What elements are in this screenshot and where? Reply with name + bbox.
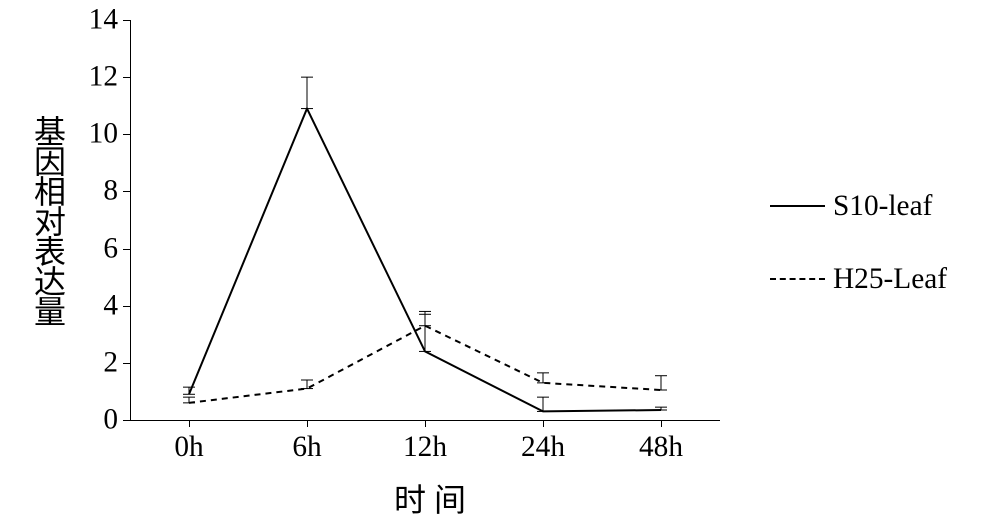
y-tick — [123, 134, 130, 135]
legend-label: S10-leaf — [833, 190, 932, 223]
y-tick — [123, 249, 130, 250]
x-tick-label: 24h — [521, 431, 565, 464]
line-chart: 基因相对表达量 024681012140h6h12h24h48h 时 间 S10… — [0, 0, 1000, 527]
y-tick — [123, 191, 130, 192]
x-tick-label: 48h — [639, 431, 683, 464]
x-tick — [307, 420, 308, 427]
x-tick — [425, 420, 426, 427]
legend-label: H25-Leaf — [833, 263, 947, 296]
legend-swatch — [770, 278, 825, 282]
y-tick — [123, 20, 130, 21]
x-tick — [543, 420, 544, 427]
plot-area: 024681012140h6h12h24h48h — [130, 20, 720, 420]
y-axis-title: 基因相对表达量 — [25, 90, 71, 350]
x-tick-label: 12h — [403, 431, 447, 464]
y-tick-label: 10 — [73, 118, 118, 151]
y-tick — [123, 306, 130, 307]
legend-swatch — [770, 205, 825, 209]
x-tick-label: 0h — [174, 431, 203, 464]
legend-item: H25-Leaf — [770, 263, 947, 296]
x-tick-label: 6h — [292, 431, 321, 464]
y-tick-label: 4 — [73, 289, 118, 322]
y-tick-label: 12 — [73, 61, 118, 94]
y-tick-label: 2 — [73, 346, 118, 379]
y-tick-label: 8 — [73, 175, 118, 208]
x-tick — [661, 420, 662, 427]
y-tick — [123, 363, 130, 364]
legend: S10-leaf H25-Leaf — [770, 190, 947, 336]
series-svg — [130, 20, 720, 420]
x-tick — [189, 420, 190, 427]
series-line-S10-leaf — [189, 109, 661, 412]
x-axis-title: 时 间 — [320, 475, 540, 521]
y-tick — [123, 420, 130, 421]
y-tick-label: 14 — [73, 4, 118, 37]
y-tick-label: 6 — [73, 232, 118, 265]
legend-item: S10-leaf — [770, 190, 947, 223]
y-tick — [123, 77, 130, 78]
y-tick-label: 0 — [73, 404, 118, 437]
